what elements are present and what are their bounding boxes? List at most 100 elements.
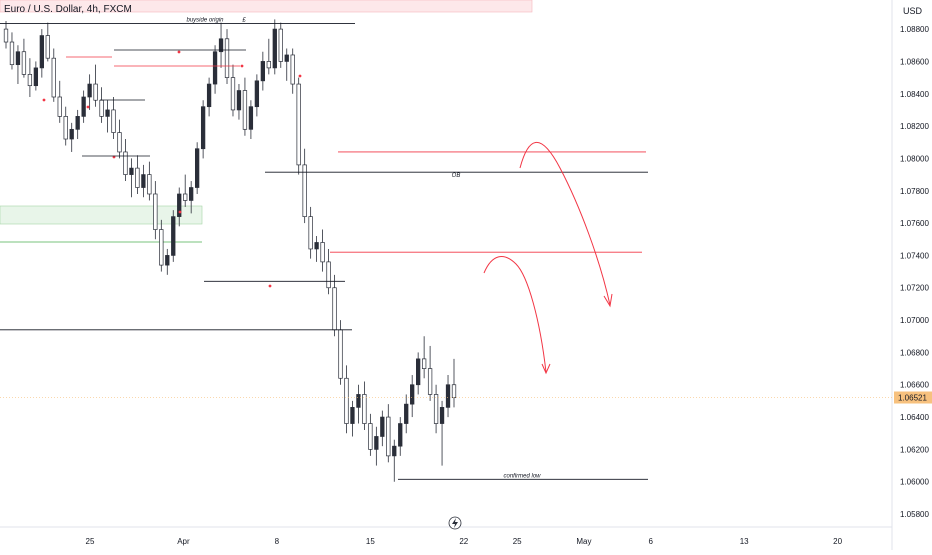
candle-body bbox=[129, 167, 134, 175]
pivot-marker bbox=[86, 105, 90, 109]
candle-body bbox=[248, 106, 254, 130]
candle-body bbox=[81, 96, 86, 117]
candle-body bbox=[266, 61, 271, 69]
candle-body bbox=[398, 423, 403, 447]
x-tick-label: 6 bbox=[648, 537, 653, 546]
candle-body bbox=[105, 109, 110, 117]
candle-body bbox=[63, 116, 68, 140]
x-tick-label: May bbox=[576, 537, 591, 546]
annotation-label: £ bbox=[241, 17, 246, 23]
candle-body bbox=[374, 436, 379, 450]
pivot-marker bbox=[178, 210, 182, 214]
candle-body bbox=[69, 128, 74, 140]
candle-body bbox=[433, 394, 439, 424]
candle-body bbox=[57, 96, 62, 117]
annotation-label: OB bbox=[452, 173, 461, 179]
projection-arrow bbox=[519, 142, 611, 306]
candle-body bbox=[183, 193, 188, 201]
y-tick-label: 1.07800 bbox=[900, 187, 929, 196]
candle-body bbox=[439, 407, 445, 424]
y-tick-label: 1.07400 bbox=[900, 251, 929, 260]
candle-body bbox=[392, 445, 397, 457]
y-tick-label: 1.06000 bbox=[900, 478, 929, 487]
candle-body bbox=[75, 116, 80, 130]
candle-body bbox=[410, 384, 415, 405]
x-tick-label: Apr bbox=[177, 537, 190, 546]
candle-body bbox=[21, 51, 27, 75]
y-tick-label: 1.06400 bbox=[900, 413, 929, 422]
candle-body bbox=[386, 416, 391, 457]
candle-body bbox=[194, 148, 200, 188]
candle-body bbox=[260, 61, 266, 82]
candle-body bbox=[236, 90, 242, 111]
candle-body bbox=[272, 28, 277, 69]
current-price-tag bbox=[894, 391, 932, 404]
current-price-value: 1.06521 bbox=[898, 394, 927, 403]
demand-zone bbox=[0, 205, 203, 225]
candle-body bbox=[99, 99, 104, 117]
candle-body bbox=[212, 51, 218, 85]
candle-body bbox=[380, 416, 385, 437]
pivot-marker bbox=[298, 74, 302, 78]
candle-body bbox=[350, 407, 355, 424]
candle-body bbox=[332, 287, 337, 331]
candle-body bbox=[284, 54, 289, 62]
candle-body bbox=[177, 193, 182, 217]
candle-body bbox=[242, 90, 248, 130]
candle-body bbox=[314, 242, 319, 250]
candle-body bbox=[368, 423, 373, 450]
candle-body bbox=[290, 54, 295, 85]
projection-arrow bbox=[483, 256, 547, 373]
candle-body bbox=[451, 384, 457, 399]
candle-body bbox=[206, 83, 212, 108]
candle-body bbox=[165, 255, 170, 266]
candle-body bbox=[200, 106, 206, 150]
candle-body bbox=[326, 261, 331, 289]
candle-body bbox=[427, 368, 433, 395]
candle-body bbox=[445, 384, 451, 408]
candle-body bbox=[362, 394, 367, 424]
candle-body bbox=[296, 83, 301, 166]
currency-label[interactable]: USD bbox=[898, 4, 926, 18]
candle-body bbox=[421, 358, 427, 369]
y-tick-label: 1.08000 bbox=[900, 154, 929, 163]
pivot-marker bbox=[240, 64, 244, 68]
annotation-label: buyside origin bbox=[186, 17, 224, 23]
candle-body bbox=[111, 109, 116, 133]
candle-body bbox=[171, 216, 176, 256]
supply-zone-top bbox=[0, 0, 533, 13]
candle-body bbox=[93, 83, 98, 101]
x-tick-label: 8 bbox=[275, 537, 280, 546]
candle-body bbox=[9, 41, 15, 66]
candle-body bbox=[308, 216, 313, 250]
candle-body bbox=[230, 77, 236, 111]
arrow-head bbox=[603, 293, 613, 308]
y-tick-label: 1.06200 bbox=[900, 445, 929, 454]
candle-body bbox=[344, 377, 349, 424]
x-tick-label: 25 bbox=[86, 537, 95, 546]
candle-body bbox=[356, 394, 361, 408]
y-tick-label: 1.07600 bbox=[900, 219, 929, 228]
candle-body bbox=[224, 38, 230, 78]
pivot-marker bbox=[42, 98, 46, 102]
pivot-marker bbox=[177, 50, 181, 54]
lightning-glyph bbox=[452, 518, 458, 528]
candle-body bbox=[147, 174, 152, 195]
y-tick-label: 1.08600 bbox=[900, 57, 929, 66]
candle-body bbox=[51, 57, 56, 98]
arrow-head bbox=[541, 363, 551, 375]
candle-body bbox=[254, 80, 260, 108]
candle-body bbox=[33, 67, 39, 87]
candle-body bbox=[39, 35, 44, 69]
y-tick-label: 1.05800 bbox=[900, 510, 929, 519]
candle-body bbox=[278, 28, 283, 62]
y-tick-label: 1.07200 bbox=[900, 284, 929, 293]
candle-body bbox=[404, 403, 409, 424]
x-tick-label: 22 bbox=[459, 537, 468, 546]
candle-body bbox=[15, 51, 21, 66]
candle-body bbox=[218, 38, 224, 53]
pivot-marker bbox=[268, 284, 272, 288]
candle-body bbox=[320, 242, 325, 263]
